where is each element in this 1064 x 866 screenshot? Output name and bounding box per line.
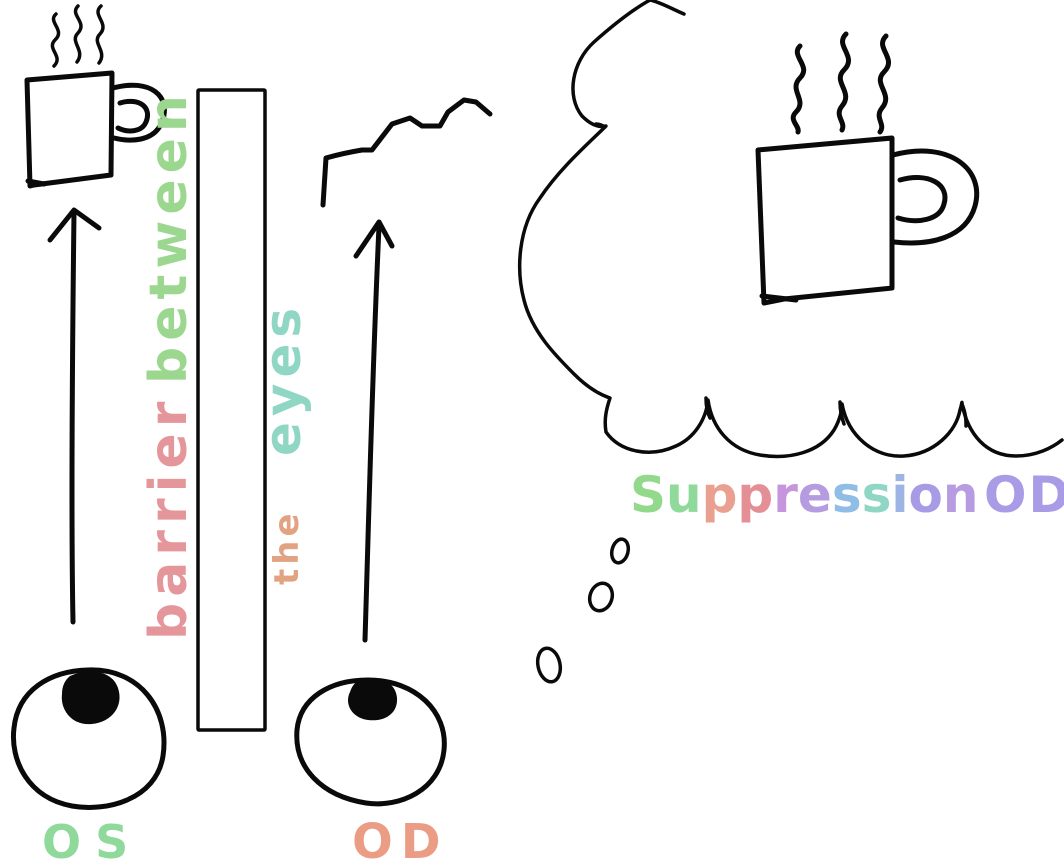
coffee-mug-icon <box>24 4 167 189</box>
right-eye-label: OD <box>352 814 449 866</box>
suppression-letter: r <box>773 466 798 524</box>
suppression-letter: s <box>862 466 892 524</box>
eye-icon <box>294 677 447 807</box>
suppression-letter: u <box>666 466 702 524</box>
suppression-letter: s <box>832 466 862 524</box>
thought-bubble-icon <box>517 0 1064 684</box>
suppression-letter: S <box>630 466 666 524</box>
suppressed-eye-label: OD <box>984 466 1064 524</box>
suppression-letter: o <box>908 466 942 524</box>
between-label: between <box>139 89 199 384</box>
arrow-up-icon <box>353 219 395 643</box>
the-label: the <box>267 509 307 585</box>
arrow-up-icon <box>47 207 102 625</box>
barrier-bar <box>196 88 267 732</box>
suppression-letter: p <box>737 466 773 524</box>
suppression-letter: n <box>943 466 979 524</box>
suppression-letter: e <box>798 466 832 524</box>
barrier-label: barrier <box>139 396 199 640</box>
suppression-label: Suppression <box>630 466 978 524</box>
suppression-letter: p <box>702 466 738 524</box>
suppression-letter: i <box>891 466 908 524</box>
left-eye-label: OS <box>42 815 142 866</box>
partial-mug-outline <box>320 97 493 208</box>
eyes-label: eyes <box>254 302 312 456</box>
coffee-mug-icon <box>755 31 980 306</box>
eye-icon <box>10 667 167 810</box>
